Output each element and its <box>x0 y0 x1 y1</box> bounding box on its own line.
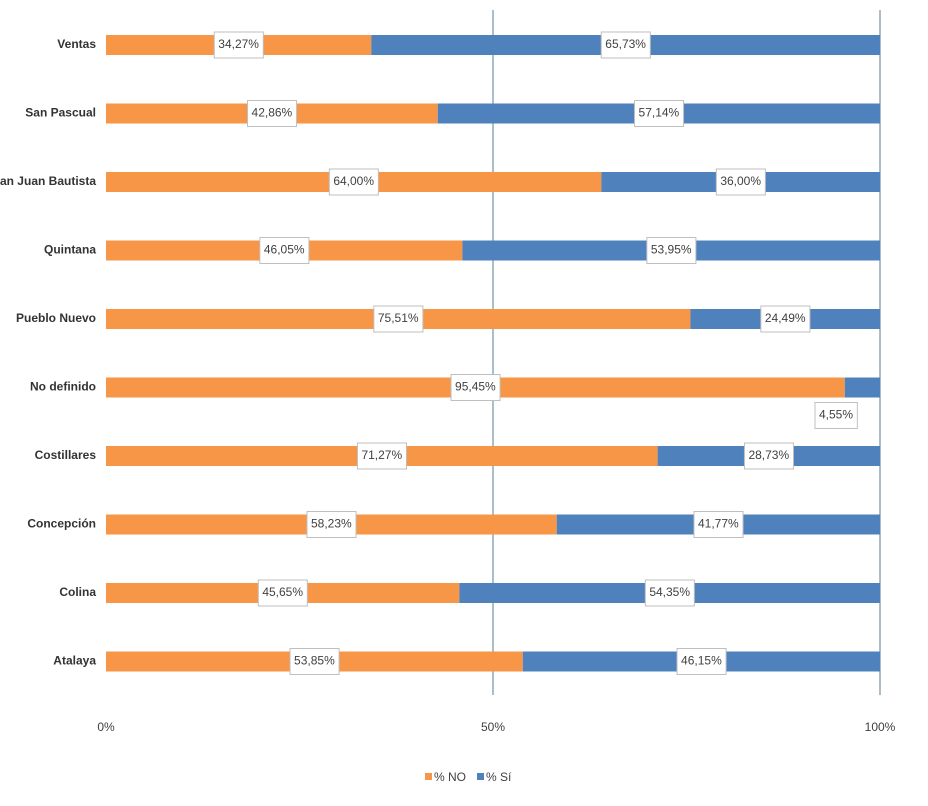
bar-segment <box>844 377 880 398</box>
data-label-text: 58,23% <box>311 517 352 531</box>
category-label: San Juan Bautista <box>0 174 96 188</box>
legend-swatch <box>477 773 485 780</box>
data-label-box <box>646 237 697 264</box>
data-label-box <box>306 511 357 538</box>
data-label: 28,73% <box>743 442 794 470</box>
data-label-text: 36,00% <box>720 174 761 188</box>
data-label-text: 65,73% <box>605 37 646 51</box>
data-label: 65,73% <box>600 31 651 59</box>
category-label: Quintana <box>44 243 96 257</box>
data-label-text: 42,86% <box>252 106 293 120</box>
category-label: Atalaya <box>53 654 96 668</box>
data-label-box <box>676 648 727 675</box>
data-label: 24,49% <box>760 305 811 333</box>
data-label-box <box>743 442 794 470</box>
data-label-text: 64,00% <box>333 174 374 188</box>
legend-swatch <box>425 773 432 780</box>
data-label-box <box>644 579 695 607</box>
category-label: San Pascual <box>25 106 96 120</box>
data-label-box <box>259 237 310 264</box>
data-label-box <box>715 168 766 196</box>
data-label-text: 53,95% <box>651 243 692 257</box>
data-label-text: 95,45% <box>455 380 496 394</box>
data-label-box <box>289 648 340 675</box>
data-label: 75,51% <box>373 305 424 333</box>
data-label-text: 46,15% <box>681 654 722 668</box>
category-label: No definido <box>30 380 96 394</box>
data-label-box <box>760 305 811 333</box>
category-label: Concepción <box>27 517 96 531</box>
data-label-text: 34,27% <box>218 37 259 51</box>
data-label: 46,15% <box>676 648 727 675</box>
x-tick-label: 0% <box>97 720 115 734</box>
data-label-box <box>450 374 501 401</box>
legend-label: % NO <box>434 770 466 784</box>
data-label-box <box>356 442 407 470</box>
data-label-text: 41,77% <box>698 517 739 531</box>
data-label-box <box>328 168 379 196</box>
data-label: 58,23% <box>306 511 357 538</box>
category-label: Pueblo Nuevo <box>16 311 96 325</box>
data-label-text: 54,35% <box>649 585 690 599</box>
data-label: 4,55% <box>814 402 858 429</box>
data-label-box <box>373 305 424 333</box>
data-label-text: 53,85% <box>294 654 335 668</box>
category-label: Costillares <box>35 448 97 462</box>
data-label-text: 24,49% <box>765 311 806 325</box>
legend-label: % Sí <box>486 770 512 784</box>
data-label: 41,77% <box>693 511 744 538</box>
data-label: 34,27% <box>213 31 264 59</box>
data-label: 36,00% <box>715 168 766 196</box>
x-tick-label: 50% <box>481 720 505 734</box>
data-label-text: 75,51% <box>378 311 419 325</box>
data-label: 45,65% <box>257 579 308 607</box>
data-label-text: 57,14% <box>639 106 680 120</box>
data-label: 95,45% <box>450 374 501 401</box>
data-label: 53,95% <box>646 237 697 264</box>
category-label: Ventas <box>57 37 96 51</box>
data-label-box <box>600 31 651 59</box>
data-label: 53,85% <box>289 648 340 675</box>
data-label-box <box>634 100 685 127</box>
x-tick-label: 100% <box>865 720 896 734</box>
data-label: 46,05% <box>259 237 310 264</box>
data-label-text: 45,65% <box>262 585 303 599</box>
data-label-box <box>213 31 264 59</box>
category-label: Colina <box>59 585 96 599</box>
data-label-box <box>693 511 744 538</box>
data-label-box <box>247 100 298 127</box>
data-label-text: 28,73% <box>748 448 789 462</box>
data-label-box <box>257 579 308 607</box>
data-label-text: 71,27% <box>361 448 402 462</box>
data-label: 57,14% <box>634 100 685 127</box>
data-label-text: 4,55% <box>819 408 853 422</box>
data-label-text: 46,05% <box>264 243 305 257</box>
data-label: 54,35% <box>644 579 695 607</box>
data-label-box <box>814 402 858 429</box>
data-label: 71,27% <box>356 442 407 470</box>
data-label: 64,00% <box>328 168 379 196</box>
data-label: 42,86% <box>247 100 298 127</box>
